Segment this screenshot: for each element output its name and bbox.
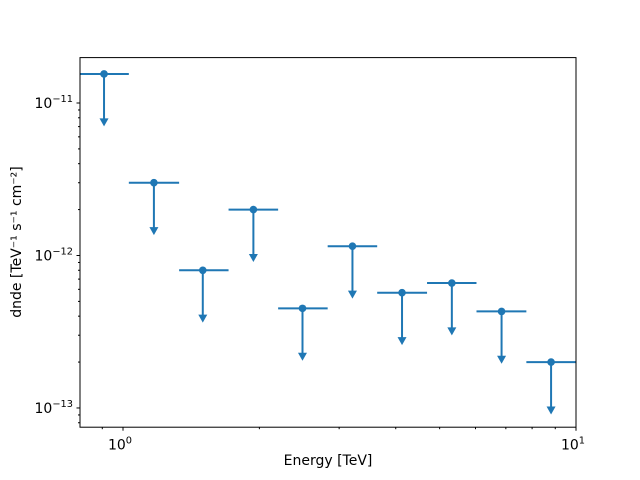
flux-point-marker (100, 70, 108, 78)
flux-point-marker (348, 242, 357, 251)
upper-limit-point (128, 178, 180, 236)
x-axis-label: Energy [TeV] (283, 453, 373, 469)
flux-point-marker (298, 304, 307, 313)
upper-limit-arrowhead-icon (347, 290, 357, 299)
x-tick-label: 100 (108, 436, 132, 454)
upper-limit-arrowhead-icon (297, 352, 307, 361)
y-tick-label: 10−11 (34, 94, 73, 112)
flux-point-marker (198, 266, 207, 275)
upper-limit-point (526, 358, 576, 415)
flux-point-marker (398, 288, 406, 297)
upper-limit-point (327, 242, 378, 299)
flux-point-marker (547, 358, 555, 366)
upper-limit-arrowhead-icon (99, 118, 109, 127)
upper-limit-arrowhead-icon (149, 227, 159, 236)
upper-limit-arrowhead-icon (248, 253, 258, 262)
upper-limit-point (476, 307, 527, 364)
x-tick-label: 101 (561, 436, 585, 454)
flux-point-marker (150, 178, 158, 187)
flux-point-marker (497, 307, 506, 316)
y-tick-label: 10−13 (34, 399, 73, 417)
axis-ticks (76, 102, 577, 431)
upper-limit-arrowhead-icon (546, 406, 556, 415)
upper-limit-arrowhead-icon (497, 355, 507, 364)
upper-limit-arrowhead-icon (397, 337, 407, 346)
upper-limit-point (179, 266, 229, 323)
upper-limit-series (80, 70, 576, 415)
plot-border (79, 57, 577, 428)
y-axis-label: dnde [TeV⁻¹ s⁻¹ cm⁻²] (9, 166, 25, 318)
upper-limit-arrowhead-icon (447, 327, 457, 336)
flux-point-marker (249, 205, 258, 214)
upper-limit-point (80, 70, 129, 127)
y-tick-label: 10−12 (34, 246, 73, 264)
upper-limit-point (377, 288, 428, 346)
upper-limit-point (228, 205, 279, 262)
flux-point-marker (448, 279, 456, 287)
upper-limit-point (278, 304, 328, 361)
upper-limit-arrowhead-icon (198, 314, 208, 323)
upper-limit-point (427, 279, 477, 336)
